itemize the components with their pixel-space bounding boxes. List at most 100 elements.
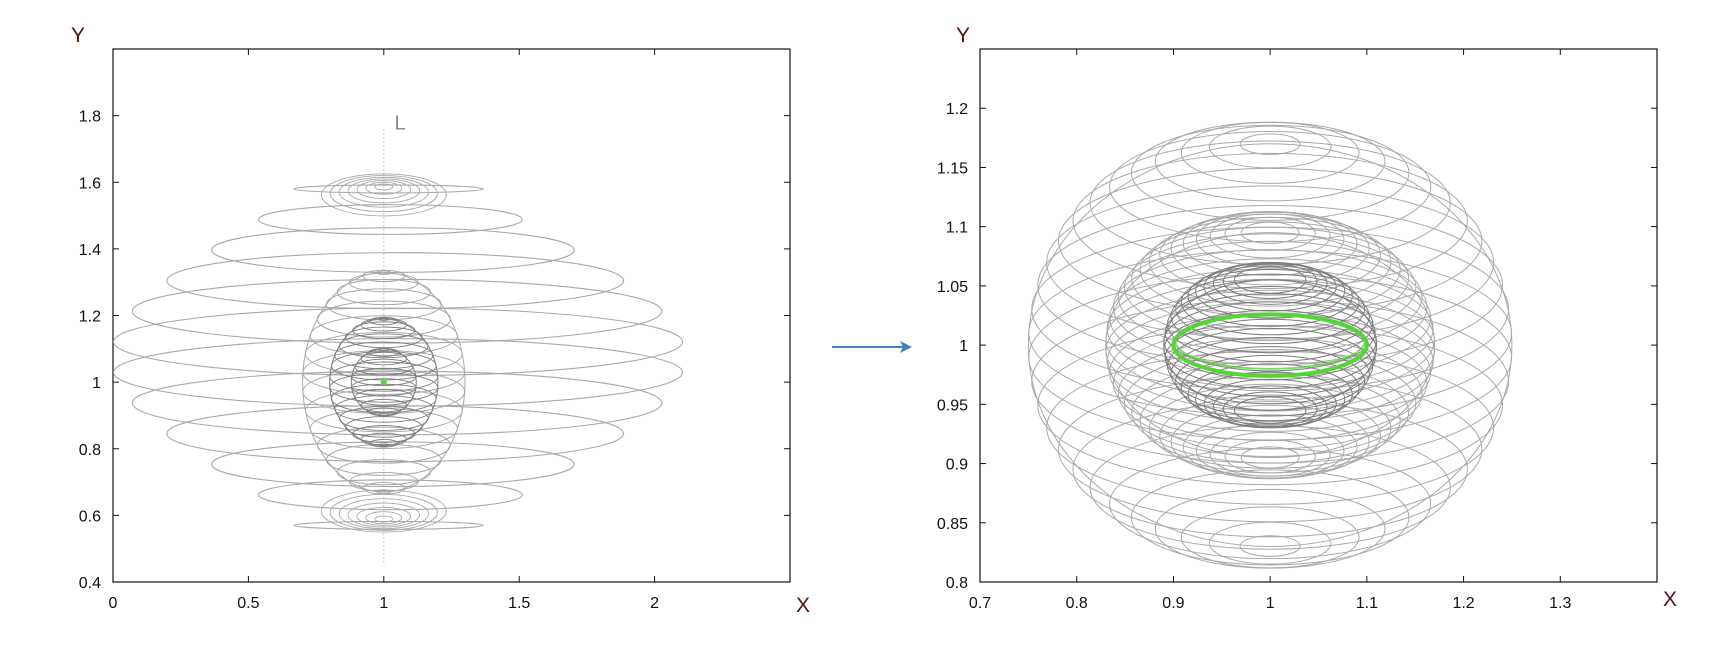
torus-latitude <box>1182 210 1358 276</box>
pole-loop <box>365 511 403 525</box>
y-axis-label: Y <box>71 24 85 47</box>
torus-latitude <box>1170 404 1370 479</box>
shell-latitude <box>302 369 466 415</box>
annotation-label: L <box>394 113 405 135</box>
torus-latitude <box>1182 414 1358 480</box>
torus-latitude <box>1131 226 1410 330</box>
y-tick-label: 0.95 <box>937 397 968 414</box>
torus-latitude <box>1031 226 1510 392</box>
torus-latitude <box>1112 249 1428 366</box>
y-tick-label: 1.2 <box>79 309 101 326</box>
torus-latitude <box>1109 448 1432 560</box>
torus-latitude <box>1072 401 1468 538</box>
y-tick-label: 0.8 <box>946 575 968 592</box>
outer-spiral-loop <box>293 184 484 194</box>
y-tick-label: 0.4 <box>79 575 101 592</box>
torus-latitude <box>1139 372 1401 469</box>
outer-spiral-loop <box>258 204 523 235</box>
y-tick-label: 1 <box>92 375 101 392</box>
x-tick-label: 1.5 <box>508 595 530 612</box>
torus-latitude <box>1112 324 1428 442</box>
y-axis-label: Y <box>956 24 970 47</box>
torus-latitude <box>1233 396 1307 424</box>
pole-loop <box>320 173 447 217</box>
torus-latitude <box>1123 233 1417 342</box>
torus-latitude <box>1089 425 1451 550</box>
torus-latitude <box>1072 152 1468 290</box>
torus-curves <box>1027 121 1513 569</box>
torus-latitude <box>1222 263 1318 299</box>
torus-outline <box>1027 143 1513 547</box>
torus-latitude <box>1212 262 1328 305</box>
pole-loop <box>338 176 429 208</box>
torus-latitude <box>1233 266 1307 294</box>
plot-frame <box>979 48 1658 583</box>
y-tick-label: 0.85 <box>937 516 968 533</box>
arrow-head <box>900 341 912 353</box>
torus-latitude <box>1089 140 1451 265</box>
outer-spiral-loop <box>166 405 625 463</box>
x-tick-label: 0.5 <box>237 595 259 612</box>
torus-latitude <box>1046 350 1495 505</box>
shell-outline <box>329 318 439 446</box>
limit-cycle-ring-inner <box>1174 312 1366 370</box>
x-tick-label: 1 <box>379 595 388 612</box>
torus-latitude <box>1031 299 1510 464</box>
torus-latitude <box>1224 216 1316 251</box>
torus-latitude <box>1175 273 1366 345</box>
pole-loop <box>356 180 412 200</box>
y-tick-label: 1.2 <box>946 101 968 118</box>
pole-loop <box>347 178 420 204</box>
shell-outline <box>302 271 466 493</box>
pole-loop <box>374 183 394 191</box>
torus-latitude <box>1208 125 1332 169</box>
torus-latitude <box>1166 285 1374 363</box>
torus-latitude <box>1164 293 1376 372</box>
y-tick-label: 1.6 <box>79 175 101 192</box>
torus-latitude <box>1154 488 1386 569</box>
y-tick-label: 1.1 <box>946 220 968 237</box>
y-tick-label: 1.15 <box>937 160 968 177</box>
pole-loop <box>347 502 420 528</box>
x-tick-label: 0 <box>109 595 118 612</box>
outer-spiral-loop <box>131 370 663 436</box>
pole-loop <box>356 506 412 526</box>
y-tick-label: 0.9 <box>946 457 968 474</box>
torus-latitude <box>1195 371 1346 428</box>
torus-latitude <box>1130 124 1410 221</box>
pole-loop <box>374 515 394 523</box>
torus-latitude <box>1180 354 1360 422</box>
left-chart: 0 0.5 1 1.5 2 0.4 0.6 0.8 1 1.2 1.4 1.6 1.8 X Y L <box>71 24 810 617</box>
torus-latitude <box>1046 185 1495 340</box>
orbit-curves <box>112 128 684 566</box>
torus-latitude <box>1180 121 1360 184</box>
pole-loop <box>365 181 403 195</box>
torus-latitude <box>1131 360 1410 464</box>
torus-latitude <box>1180 269 1360 336</box>
torus-latitude <box>1130 469 1410 566</box>
y-tick-label: 1 <box>959 338 968 355</box>
torus-outline <box>1163 279 1378 411</box>
right-chart: 0.7 0.8 0.9 1 1.1 1.2 1.30.80.850.90.9511.051.… <box>937 24 1677 612</box>
torus-latitude <box>1159 394 1381 477</box>
x-axis-label: X <box>796 594 810 617</box>
equilibrium-point <box>380 379 387 386</box>
x-tick-label: 0.9 <box>1162 595 1184 612</box>
torus-latitude <box>1209 213 1331 259</box>
pole-loop <box>329 175 438 213</box>
torus-latitude <box>1239 535 1301 557</box>
y-tick-label: 1.05 <box>937 279 968 296</box>
shell-outline <box>350 348 417 416</box>
torus-latitude <box>1239 133 1301 155</box>
y-tick-label: 0.8 <box>79 442 101 459</box>
x-tick-label: 2 <box>650 595 659 612</box>
transition-arrow <box>832 341 912 353</box>
torus-latitude <box>1240 221 1300 244</box>
outer-spiral-loop <box>112 307 684 377</box>
limit-cycle-ring <box>1171 312 1369 378</box>
x-tick-label: 1.3 <box>1549 595 1571 612</box>
y-tick-label: 1.8 <box>79 109 101 126</box>
torus-outline <box>1105 232 1436 459</box>
torus-latitude <box>1123 348 1417 457</box>
